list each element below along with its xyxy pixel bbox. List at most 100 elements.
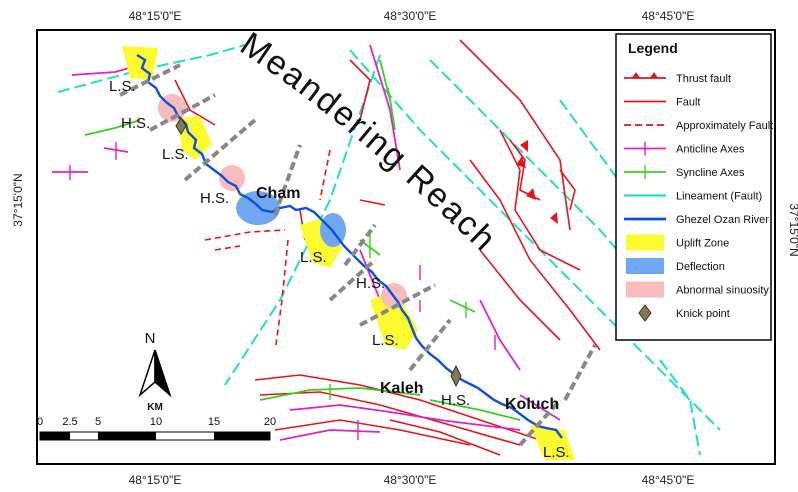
fault-14 bbox=[559, 169, 576, 211]
legend-items: Thrust fault Fault Approximately Fault Anti… bbox=[624, 72, 773, 322]
legend-symbol-knick-point bbox=[638, 304, 652, 322]
scale-seg-3 bbox=[214, 432, 270, 440]
approx-fault-1 bbox=[204, 229, 286, 241]
anticline-4 bbox=[369, 44, 401, 171]
coord-bottom-3: 48°45'0"E bbox=[642, 473, 695, 487]
label-ls-3: L.S. bbox=[300, 249, 327, 266]
fault-2 bbox=[499, 129, 581, 271]
ghezel-ozan-river bbox=[136, 53, 563, 439]
legend-symbol-box bbox=[626, 281, 664, 298]
legend-symbol-box bbox=[626, 234, 664, 251]
coord-top-2: 48°30'0"E bbox=[384, 9, 437, 23]
coord-top-1: 48°15'0"E bbox=[129, 9, 182, 23]
label-cham: Cham bbox=[256, 185, 300, 202]
scale-tick-1: 2.5 bbox=[62, 416, 77, 428]
legend-symbol-anticline bbox=[624, 141, 666, 156]
scale-bar: 0 2.5 5 10 15 20 bbox=[37, 416, 276, 441]
legend-label-2: Approximately Fault bbox=[676, 120, 773, 132]
scale-tick-4: 15 bbox=[208, 416, 220, 428]
uplift-zone-4 bbox=[370, 290, 418, 350]
legend-label-8: Deflection bbox=[676, 261, 725, 273]
legend-item-8: Deflection bbox=[626, 258, 725, 274]
legend-label-6: Ghezel Ozan River bbox=[676, 214, 769, 226]
legend-item-3: Anticline Axes bbox=[624, 141, 745, 156]
legend-item-4: Syncline Axes bbox=[624, 165, 745, 179]
fault-5 bbox=[479, 249, 561, 341]
lineament-1 bbox=[57, 44, 246, 93]
fault-4 bbox=[469, 159, 601, 351]
label-ls-1: L.S. bbox=[109, 78, 136, 95]
legend-item-5: Lineament (Fault) bbox=[624, 191, 762, 203]
section-divider-6 bbox=[328, 258, 377, 302]
syncline-1 bbox=[84, 119, 141, 136]
legend-label-0: Thrust fault bbox=[676, 73, 731, 85]
section-divider-1 bbox=[119, 63, 181, 97]
syncline-5 bbox=[429, 399, 521, 421]
coord-left: 37°15'0"N bbox=[11, 173, 25, 226]
legend-title: Legend bbox=[628, 40, 678, 56]
fault-10 bbox=[274, 419, 471, 446]
thrust-marker-3 bbox=[550, 212, 558, 224]
coord-right: 37°15'0"N bbox=[787, 203, 798, 256]
uplift-zone-1 bbox=[122, 46, 158, 80]
section-divider-4 bbox=[273, 144, 302, 216]
fault-9 bbox=[259, 391, 521, 446]
scale-seg-2 bbox=[98, 432, 156, 440]
legend-item-9: Abnormal sinuosity bbox=[626, 281, 769, 298]
legend-symbol-thrust bbox=[624, 72, 666, 79]
uplift-zone-5 bbox=[530, 425, 575, 460]
section-divider-8 bbox=[408, 318, 452, 372]
legend-label-1: Fault bbox=[676, 97, 700, 109]
fault-11 bbox=[389, 419, 501, 456]
north-arrow: N KM bbox=[138, 330, 172, 413]
scale-tick-0: 0 bbox=[37, 416, 43, 428]
legend: Legend Thrust fault Fault Approximately Fa… bbox=[615, 33, 773, 341]
label-hs-1: H.S. bbox=[121, 115, 150, 132]
label-koluch: Koluch bbox=[505, 396, 559, 413]
coord-bottom-2: 48°30'0"E bbox=[384, 473, 437, 487]
scale-tick-5: 20 bbox=[264, 416, 276, 428]
legend-label-3: Anticline Axes bbox=[676, 144, 745, 156]
coord-bottom-1: 48°15'0"E bbox=[129, 473, 182, 487]
fault-6 bbox=[349, 59, 371, 121]
faults bbox=[174, 39, 601, 456]
uplift-zone-3 bbox=[300, 218, 342, 268]
label-hs-3: H.S. bbox=[356, 275, 385, 292]
lineament-5 bbox=[659, 359, 701, 456]
label-hs-4: H.S. bbox=[441, 392, 470, 409]
legend-item-7: Uplift Zone bbox=[626, 234, 729, 251]
syncline-marker-4 bbox=[387, 87, 393, 111]
legend-item-10: Knick point bbox=[638, 304, 730, 322]
fault-8 bbox=[254, 374, 541, 441]
legend-label-10: Knick point bbox=[676, 308, 730, 320]
fault-12 bbox=[359, 199, 386, 206]
legend-item-1: Fault bbox=[624, 97, 700, 109]
label-kaleh: Kaleh bbox=[380, 380, 424, 397]
approx-fault-4 bbox=[319, 149, 331, 201]
lineament-3 bbox=[349, 49, 721, 431]
legend-label-5: Lineament (Fault) bbox=[676, 191, 762, 203]
north-arrow-right bbox=[154, 349, 172, 398]
section-divider-5 bbox=[343, 223, 377, 267]
anticline-7 bbox=[289, 404, 521, 431]
north-unit: KM bbox=[147, 402, 163, 413]
coord-top-3: 48°45'0"E bbox=[642, 9, 695, 23]
section-divider-2 bbox=[149, 93, 216, 132]
thrust-marker-4 bbox=[520, 140, 528, 152]
fault-7 bbox=[174, 79, 216, 126]
thrust-marker-1 bbox=[516, 156, 526, 168]
anticline-markers bbox=[69, 142, 496, 440]
section-divider-3 bbox=[183, 118, 257, 182]
thrust-marker-2 bbox=[526, 188, 536, 200]
deflection-1 bbox=[236, 191, 280, 225]
legend-item-6: Ghezel Ozan River bbox=[624, 214, 769, 226]
label-ls-4: L.S. bbox=[372, 332, 399, 349]
anticline-8 bbox=[279, 429, 381, 441]
lineament-2 bbox=[224, 54, 381, 386]
section-dividers bbox=[119, 63, 597, 447]
scale-tick-3: 10 bbox=[150, 416, 162, 428]
legend-symbol-syncline bbox=[624, 165, 666, 179]
thrust-markers bbox=[516, 140, 558, 224]
label-hs-2: H.S. bbox=[200, 190, 229, 207]
